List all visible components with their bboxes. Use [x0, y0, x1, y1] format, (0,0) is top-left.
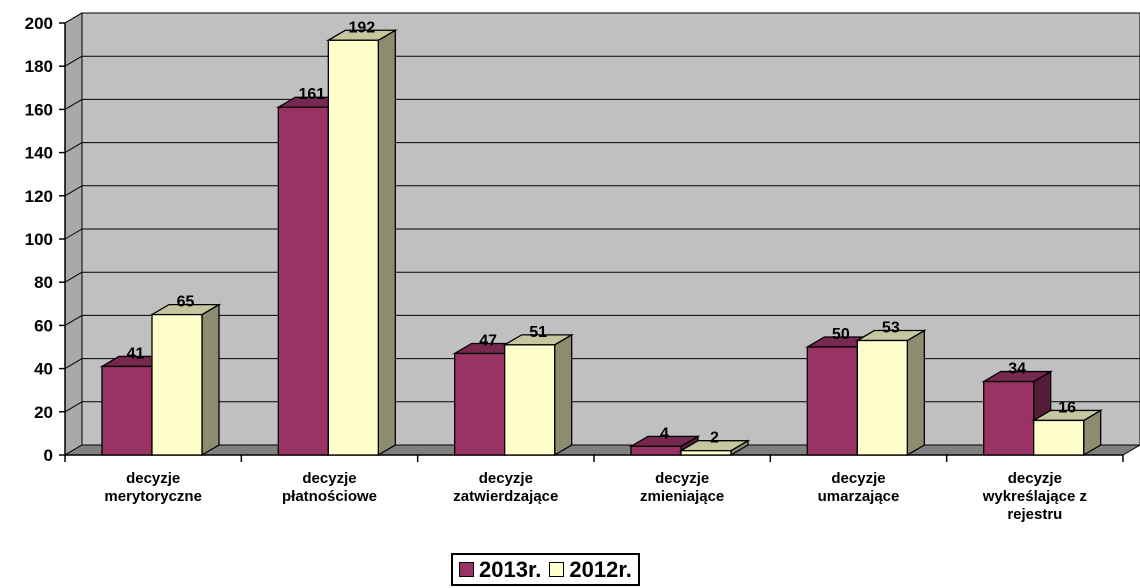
gridline-side — [64, 12, 83, 24]
x-tick-label: decyzje umarzające — [818, 470, 900, 505]
gridline-side — [64, 271, 83, 283]
legend-item-2013: 2013r. — [459, 557, 541, 583]
y-tick-label: 140 — [25, 144, 53, 163]
gridline-side — [64, 228, 83, 240]
bar-front — [630, 445, 682, 456]
bar-front — [983, 380, 1035, 456]
x-axis-categories: decyzje merytoryczne decyzje płatnościowe de… — [104, 470, 1087, 523]
x-tick-label: decyzje wykreślające z rejestru — [982, 470, 1087, 523]
bar — [678, 439, 751, 457]
bars — [99, 29, 1104, 457]
bar-front — [151, 313, 203, 456]
gridline-side — [64, 314, 83, 326]
bar — [149, 303, 222, 457]
legend-label-2013: 2013r. — [479, 556, 542, 582]
data-label: 50 — [832, 326, 850, 343]
bar-side — [377, 29, 396, 457]
legend-label-2012: 2012r. — [569, 556, 632, 582]
y-tick-label: 0 — [44, 446, 53, 465]
x-tick-label: decyzje merytoryczne — [104, 470, 202, 505]
data-label: 34 — [1008, 361, 1026, 378]
floor — [63, 444, 1140, 456]
y-tick-label: 20 — [34, 403, 53, 422]
y-tick-label: 80 — [34, 273, 53, 292]
y-tick-label: 40 — [34, 360, 53, 379]
bar-front — [101, 365, 153, 456]
legend-item-2012: 2012r. — [549, 556, 632, 583]
bar-front — [277, 106, 329, 456]
data-label: 4 — [660, 425, 669, 442]
bar — [854, 329, 927, 457]
data-label: 41 — [127, 345, 145, 362]
y-tick-label: 120 — [25, 187, 53, 206]
x-tick-label: decyzje płatnościowe — [282, 470, 377, 505]
bar-front — [680, 450, 732, 456]
bar-side — [554, 333, 573, 457]
x-tick-label: decyzje zmieniające — [640, 470, 724, 505]
legend-swatch-2012 — [549, 562, 565, 577]
y-axis: 0 20 40 60 80 100 120 140 160 180 200 — [25, 14, 1124, 465]
bar-front — [1033, 419, 1085, 456]
gridline-side — [64, 142, 83, 154]
bar-front — [454, 352, 506, 456]
legend: 2013r. 2012r. — [451, 553, 640, 586]
data-label: 65 — [177, 294, 195, 311]
bar-front — [856, 339, 908, 456]
y-tick-label: 200 — [25, 14, 53, 33]
data-label: 47 — [479, 332, 497, 349]
y-tick-label: 160 — [25, 100, 53, 119]
data-labels: 41 65 161 192 47 51 4 2 50 53 34 16 — [127, 19, 1077, 446]
data-label: 16 — [1058, 399, 1076, 416]
bar-front — [327, 39, 379, 456]
bar — [325, 29, 398, 457]
y-tick-label: 100 — [25, 230, 53, 249]
data-label: 192 — [348, 19, 375, 36]
data-label: 161 — [298, 86, 325, 103]
bar — [502, 333, 575, 457]
data-label: 53 — [882, 320, 900, 337]
bar-front — [806, 346, 858, 456]
data-label: 51 — [529, 324, 547, 341]
gridline-side — [64, 358, 83, 370]
bar-front — [504, 344, 556, 456]
plot-area — [63, 12, 1140, 456]
gridline-side — [64, 401, 83, 413]
legend-swatch-2013 — [459, 562, 474, 577]
bar-side — [906, 329, 925, 457]
y-tick-label: 180 — [25, 57, 53, 76]
gridline-side — [64, 98, 83, 110]
gridline-side — [64, 55, 83, 67]
gridline-side — [64, 185, 83, 197]
bar-side — [201, 303, 220, 457]
x-tick-label: decyzje zatwierdzające — [453, 470, 558, 505]
data-label: 2 — [710, 430, 719, 447]
gridlines — [64, 12, 1140, 413]
y-tick-label: 60 — [34, 316, 53, 335]
bar — [1031, 409, 1104, 457]
